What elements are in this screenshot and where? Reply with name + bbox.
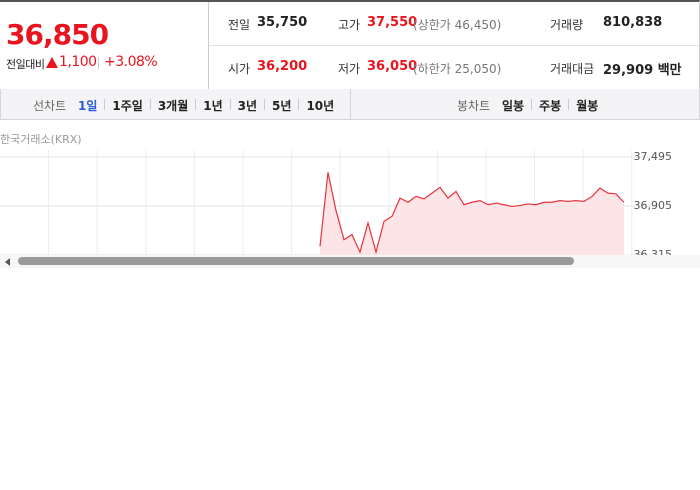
stat-value: 35,750: [257, 15, 308, 30]
candle-tab[interactable]: 주봉: [539, 99, 562, 113]
stat-value: 36,200: [257, 59, 308, 74]
price: 36,850: [6, 18, 109, 51]
source: 한국거래소(KRX): [0, 133, 82, 146]
scrollbar-thumb[interactable]: [18, 257, 574, 265]
stat-note: (상한가 46,450): [413, 18, 502, 32]
rate: +3.08%: [104, 54, 158, 70]
scroll-left-arrow: [5, 258, 10, 266]
candle-tab[interactable]: 월봉: [576, 99, 599, 113]
divider: [209, 45, 699, 46]
y-tick-label: 37,495: [634, 150, 673, 163]
stat-label: 거래량: [550, 18, 584, 32]
separator: [229, 99, 231, 110]
period-tab[interactable]: 1일: [78, 99, 98, 113]
separator: [195, 99, 197, 110]
up-icon: [46, 57, 58, 68]
stat-note: (하한가 25,050): [413, 62, 502, 76]
stat-value: 29,909 백만: [603, 63, 682, 78]
stat-value: 810,838: [603, 15, 663, 30]
separator: [298, 99, 300, 110]
stat-label: 고가: [338, 18, 361, 32]
stat-label: 저가: [338, 62, 361, 76]
separator: [531, 99, 533, 110]
separator: [149, 99, 151, 110]
stat-label: 시가: [228, 62, 251, 76]
stat-label: 전일: [228, 18, 251, 32]
period-tab[interactable]: 3개월: [157, 99, 189, 113]
tab-group-label: 봉차트: [457, 99, 491, 113]
y-tick-label: 36,905: [634, 199, 673, 212]
divider: [350, 89, 351, 119]
period-tab[interactable]: 1주일: [112, 99, 143, 113]
period-tab[interactable]: 1년: [203, 99, 223, 113]
tab-bar: 선차트 봉차트 1일 1주일 3개월 1년 3년 5년 10년 일봉 주봉 월봉: [0, 89, 700, 120]
period-tab[interactable]: 5년: [272, 99, 292, 113]
separator: [104, 99, 106, 110]
period-tab[interactable]: 3년: [237, 99, 258, 113]
separator: [264, 99, 266, 110]
period-tab[interactable]: 10년: [306, 99, 335, 113]
candle-tab[interactable]: 일봉: [502, 99, 525, 113]
price-line: [319, 172, 625, 255]
area: [320, 172, 624, 255]
stat-value: 37,550: [367, 15, 418, 30]
quote-panel: 36,850 전일대비 1,100 +3.08% 전일 35,750 고가 37,55…: [0, 0, 700, 90]
change-label: 전일대비: [6, 58, 45, 71]
separator: [568, 99, 570, 110]
tab-group-label: 선차트: [33, 99, 67, 113]
divider: [98, 57, 99, 69]
divider: [208, 2, 209, 89]
change: 1,100: [59, 54, 97, 70]
stat-value: 36,050: [367, 59, 418, 74]
stat-label: 거래대금: [550, 62, 595, 76]
